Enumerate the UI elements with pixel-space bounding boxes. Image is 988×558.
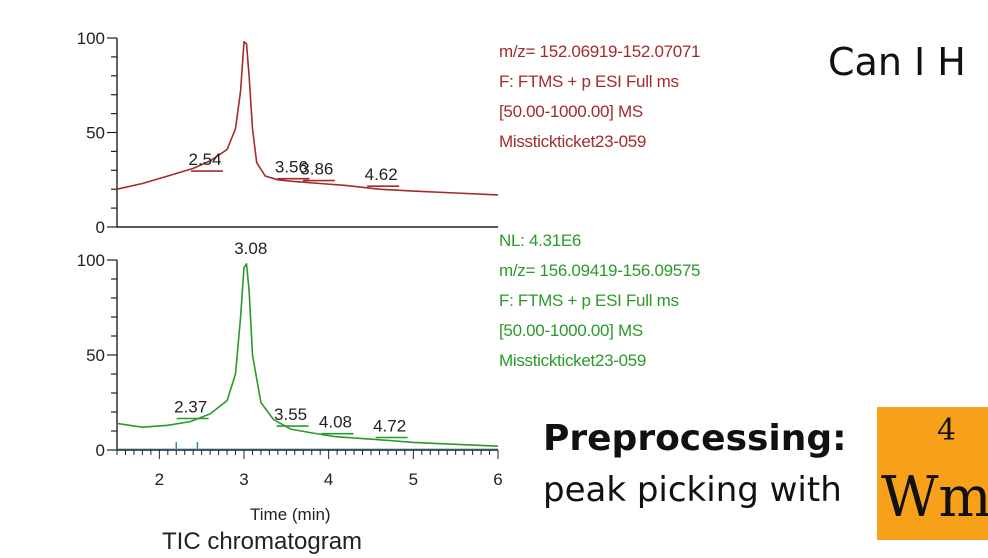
y-tick-label: 0 xyxy=(96,441,105,460)
chromatogram-panel-bottom: 0 50 100 2 3 4 5 6 3.08 2.37 3.55 4.08 4.72 xyxy=(77,239,503,489)
peak-label: 4.72 xyxy=(373,417,406,436)
info-line: Misstickticket23-059 xyxy=(499,132,647,151)
logo-badge: 4 Wm xyxy=(877,407,988,540)
chromatogram-panel-top: 0 50 100 2.54 3.563.86 4.62 xyxy=(77,29,499,237)
preprocessing-subtitle: peak picking with xyxy=(543,470,842,510)
peak-label: 4.62 xyxy=(365,165,398,184)
info-line: m/z= 156.09419-156.09575 xyxy=(499,261,701,280)
y-tick-label: 100 xyxy=(77,251,105,270)
x-tick-label: 4 xyxy=(324,470,333,489)
info-line: F: FTMS + p ESI Full ms xyxy=(499,291,679,310)
chromatogram-trace xyxy=(116,41,499,196)
peak-label: 3.08 xyxy=(234,239,267,258)
peak-label: 3.56 xyxy=(275,158,308,177)
bottom-scan-info: NL: 4.31E6 m/z= 156.09419-156.09575 F: F… xyxy=(499,226,701,376)
badge-letters: Wm xyxy=(881,465,988,530)
top-scan-info: m/z= 152.06919-152.07071 F: FTMS + p ESI… xyxy=(499,37,701,157)
info-line: F: FTMS + p ESI Full ms xyxy=(499,72,679,91)
x-tick-label: 6 xyxy=(493,470,502,489)
x-tick-label: 5 xyxy=(409,470,418,489)
chromatogram-trace xyxy=(116,263,499,447)
slide-headline: Can I H xyxy=(828,40,966,84)
badge-number: 4 xyxy=(937,413,957,448)
info-line: Misstickticket23-059 xyxy=(499,351,647,370)
peak-label: 2.54 xyxy=(189,150,222,169)
figure-caption: TIC chromatogram xyxy=(162,528,363,555)
y-tick-label: 100 xyxy=(77,29,105,48)
x-tick-label: 3 xyxy=(239,470,248,489)
peak-label: 3.55 xyxy=(274,405,307,424)
info-line: [50.00-1000.00] MS xyxy=(499,102,643,121)
x-axis-title: Time (min) xyxy=(250,505,331,524)
peak-label: 4.08 xyxy=(319,413,352,432)
info-line: m/z= 152.06919-152.07071 xyxy=(499,42,701,61)
y-tick-label: 50 xyxy=(86,124,105,143)
y-tick-label: 0 xyxy=(96,218,105,237)
info-line: NL: 4.31E6 xyxy=(499,231,582,250)
x-tick-label: 2 xyxy=(155,470,164,489)
info-line: [50.00-1000.00] MS xyxy=(499,321,643,340)
peak-label: 2.37 xyxy=(174,398,207,417)
preprocessing-title: Preprocessing: xyxy=(543,418,847,459)
y-tick-label: 50 xyxy=(86,346,105,365)
peak-label: 3.86 xyxy=(300,160,333,179)
